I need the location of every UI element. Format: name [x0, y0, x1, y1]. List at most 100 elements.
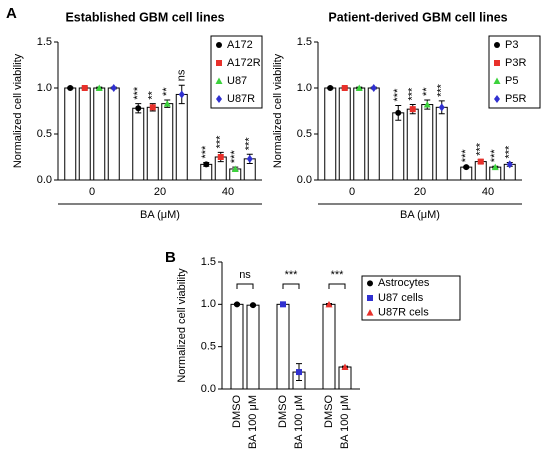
panel-label: A	[6, 5, 17, 22]
bar	[435, 106, 448, 181]
data-point	[355, 84, 363, 91]
bar	[276, 303, 290, 390]
data-point	[110, 84, 117, 92]
significance-label: ***	[460, 149, 472, 163]
y-tick-label: 0.5	[297, 128, 312, 140]
data-point	[246, 154, 253, 163]
bar	[146, 106, 159, 181]
x-tick-label: DMSO	[323, 395, 335, 428]
legend-marker	[367, 280, 373, 287]
significance-label: ***	[504, 145, 516, 159]
x-tick-label: DMSO	[277, 395, 289, 428]
bar	[353, 87, 366, 181]
bar	[161, 103, 174, 181]
y-tick-label: 0.5	[201, 341, 216, 353]
significance-label: ***	[436, 83, 448, 97]
x-axis-label: BA (μM)	[400, 209, 440, 221]
significance-label: ***	[489, 149, 501, 163]
data-point	[438, 103, 445, 112]
legend-marker	[494, 42, 500, 48]
legend-marker	[216, 95, 222, 103]
bar	[421, 104, 434, 181]
bar	[392, 112, 405, 181]
bar	[322, 303, 336, 390]
significance-label: ***	[285, 269, 299, 281]
data-point	[395, 109, 402, 116]
data-point	[149, 104, 156, 111]
x-tick-label: 40	[482, 186, 494, 198]
significance-label: ***	[200, 145, 212, 159]
data-point	[327, 85, 334, 91]
comparison-bracket	[328, 283, 346, 289]
panel-label: B	[165, 249, 176, 266]
bar	[78, 87, 91, 181]
legend-marker	[494, 95, 500, 103]
legend-label: U87 cells	[378, 292, 424, 304]
legend-label: P5R	[505, 93, 526, 105]
data-point	[370, 84, 377, 92]
x-tick-label: 0	[349, 186, 355, 198]
legend-label: A172	[227, 39, 253, 51]
y-tick-label: 0.0	[297, 174, 312, 186]
y-tick-label: 1.5	[37, 36, 52, 48]
data-point	[341, 363, 349, 370]
legend-label: U87R	[227, 93, 255, 105]
y-axis-label: Normalized cell viability	[12, 53, 24, 168]
legend-marker	[367, 295, 373, 301]
x-tick-label: DMSO	[231, 395, 243, 428]
data-point	[231, 165, 239, 172]
data-point	[341, 85, 348, 91]
legend-marker	[216, 42, 222, 48]
legend-marker	[493, 77, 501, 84]
significance-label: **	[421, 87, 433, 96]
significance-label: ***	[331, 269, 345, 281]
legend-marker	[366, 309, 374, 316]
x-tick-label: 20	[414, 186, 426, 198]
significance-label: ***	[475, 142, 487, 156]
bar	[64, 87, 77, 181]
significance-label: **	[147, 90, 159, 99]
legend-label: A172R	[227, 57, 261, 69]
data-point	[203, 161, 210, 168]
y-axis-label: Normalized cell viability	[272, 53, 284, 168]
legend-box	[361, 275, 461, 321]
bar	[93, 87, 106, 181]
bar	[230, 303, 244, 390]
legend-label: P3R	[505, 57, 526, 69]
y-tick-label: 1.0	[37, 82, 52, 94]
y-tick-label: 1.0	[201, 298, 216, 310]
legend-label: U87	[227, 75, 247, 87]
data-point	[81, 85, 88, 91]
y-axis-label: Normalized cell viability	[176, 268, 188, 383]
legend-marker	[494, 60, 500, 66]
data-point	[463, 164, 470, 171]
data-point	[95, 84, 103, 91]
x-tick-label: BA 100 μM	[293, 395, 305, 449]
legend-marker	[216, 60, 222, 66]
data-point	[217, 154, 224, 160]
bar	[338, 87, 351, 181]
significance-label: **	[161, 87, 173, 96]
comparison-bracket	[282, 283, 300, 289]
y-tick-label: 1.0	[297, 82, 312, 94]
data-point	[409, 106, 416, 113]
y-tick-label: 1.5	[297, 36, 312, 48]
data-point	[506, 160, 513, 169]
bar	[175, 93, 188, 181]
data-point	[491, 163, 499, 171]
bar	[338, 366, 352, 390]
x-tick-label: 20	[154, 186, 166, 198]
data-point	[325, 300, 333, 308]
data-point	[296, 369, 302, 376]
significance-label: ns	[176, 69, 188, 81]
data-point	[67, 85, 74, 91]
significance-label: ***	[215, 135, 227, 149]
legend-marker	[215, 77, 223, 84]
x-tick-label: 40	[222, 186, 234, 198]
data-point	[250, 302, 256, 309]
data-point	[280, 301, 286, 308]
y-tick-label: 0.0	[201, 383, 216, 395]
bar	[367, 87, 380, 181]
comparison-bracket	[236, 283, 254, 289]
